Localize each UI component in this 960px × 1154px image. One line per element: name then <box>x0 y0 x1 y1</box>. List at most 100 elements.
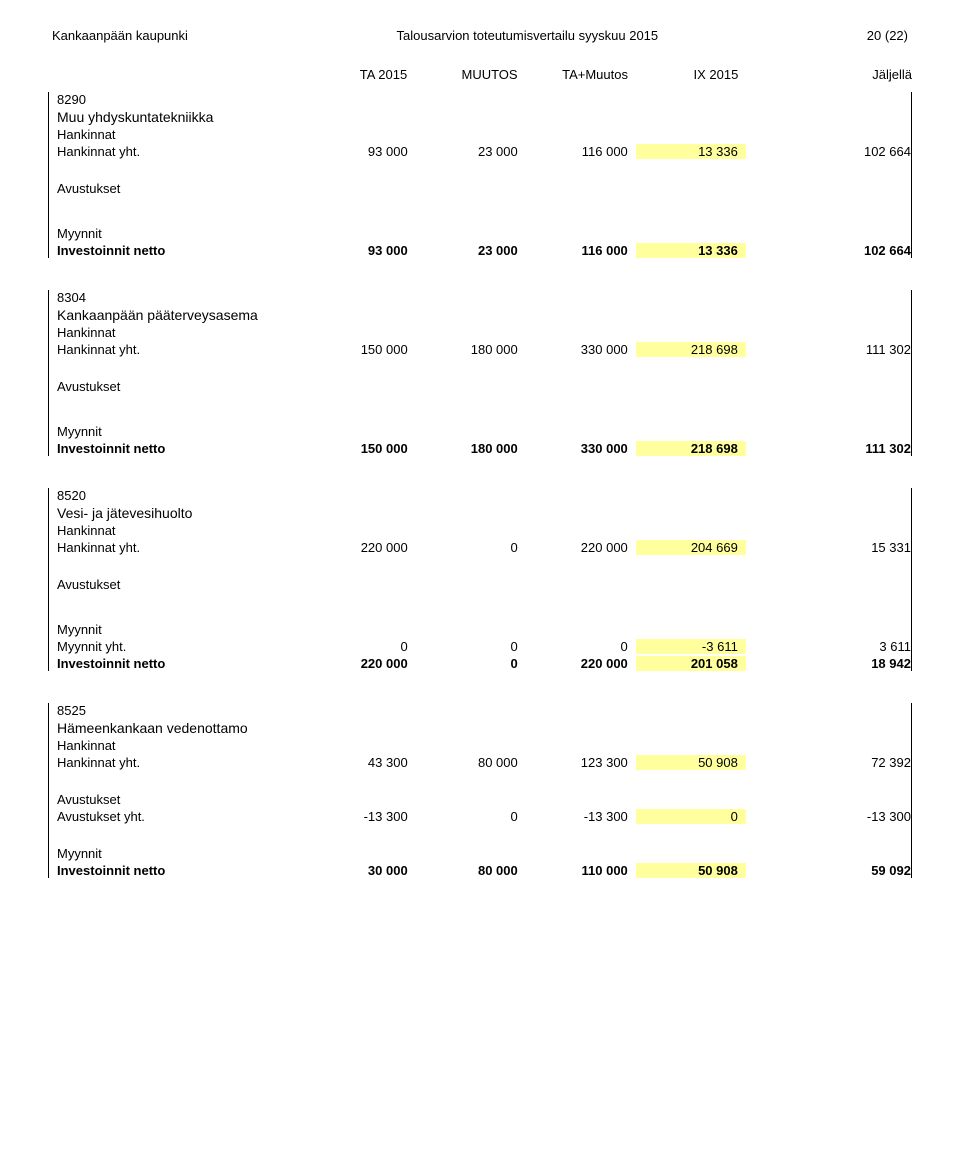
hankinnat-yht-row: Hankinnat yht. 43 300 80 000 123 300 50 … <box>57 755 911 770</box>
cell: 116 000 <box>526 243 636 258</box>
cell: 43 300 <box>306 755 416 770</box>
col-jaljella: Jäljellä <box>793 67 912 82</box>
cell: 0 <box>416 540 526 555</box>
cell-highlight: 204 669 <box>636 540 746 555</box>
cell: 80 000 <box>416 755 526 770</box>
cell: 102 664 <box>792 144 911 159</box>
cell: 220 000 <box>306 656 416 671</box>
netto-label: Investoinnit netto <box>57 656 306 671</box>
col-muutos: MUUTOS <box>415 67 525 82</box>
cell: 80 000 <box>416 863 526 878</box>
hankinnat-label: Hankinnat <box>57 738 911 753</box>
hankinnat-yht-row: Hankinnat yht. 93 000 23 000 116 000 13 … <box>57 144 911 159</box>
header-right: 20 (22) <box>867 28 908 43</box>
hankinnat-yht-row: Hankinnat yht. 150 000 180 000 330 000 2… <box>57 342 911 357</box>
cell: 110 000 <box>526 863 636 878</box>
avustukset-yht-row: Avustukset yht. -13 300 0 -13 300 0 -13 … <box>57 809 911 824</box>
cell-highlight: -3 611 <box>636 639 746 654</box>
netto-row: Investoinnit netto 30 000 80 000 110 000… <box>57 863 911 878</box>
col-tamuutos: TA+Muutos <box>526 67 636 82</box>
header-center: Talousarvion toteutumisvertailu syyskuu … <box>397 28 659 43</box>
cell: -13 300 <box>792 809 911 824</box>
section-code: 8520 <box>57 488 911 503</box>
netto-label: Investoinnit netto <box>57 441 306 456</box>
cell: 0 <box>526 639 636 654</box>
cell: 111 302 <box>792 441 911 456</box>
hankinnat-label: Hankinnat <box>57 523 911 538</box>
cell: 220 000 <box>526 540 636 555</box>
cell: 23 000 <box>416 144 526 159</box>
cell: 102 664 <box>792 243 911 258</box>
col-ix2015: IX 2015 <box>636 67 746 82</box>
cell: 180 000 <box>416 441 526 456</box>
cell: 220 000 <box>306 540 416 555</box>
hankinnat-yht-label: Hankinnat yht. <box>57 144 306 159</box>
section-8520: 8520 Vesi- ja jätevesihuolto Hankinnat H… <box>48 488 912 671</box>
col-ta2015: TA 2015 <box>305 67 415 82</box>
section-title: Vesi- ja jätevesihuolto <box>57 505 911 521</box>
cell: 180 000 <box>416 342 526 357</box>
section-title: Hämeenkankaan vedenottamo <box>57 720 911 736</box>
myynnit-label: Myynnit <box>57 226 911 241</box>
hankinnat-yht-label: Hankinnat yht. <box>57 540 306 555</box>
avustukset-label: Avustukset <box>57 577 911 592</box>
cell-highlight: 50 908 <box>636 755 746 770</box>
hankinnat-label: Hankinnat <box>57 325 911 340</box>
cell: 0 <box>416 639 526 654</box>
section-8304: 8304 Kankaanpään pääterveysasema Hankinn… <box>48 290 912 456</box>
cell: 18 942 <box>792 656 911 671</box>
myynnit-yht-row: Myynnit yht. 0 0 0 -3 611 3 611 <box>57 639 911 654</box>
cell: 330 000 <box>526 441 636 456</box>
myynnit-label: Myynnit <box>57 424 911 439</box>
cell: -13 300 <box>306 809 416 824</box>
cell: 23 000 <box>416 243 526 258</box>
cell-highlight: 50 908 <box>636 863 746 878</box>
avustukset-label: Avustukset <box>57 792 911 807</box>
hankinnat-yht-label: Hankinnat yht. <box>57 342 306 357</box>
document-header: Kankaanpään kaupunki Talousarvion toteut… <box>48 28 912 43</box>
cell-highlight: 0 <box>636 809 746 824</box>
cell: 59 092 <box>792 863 911 878</box>
avustukset-label: Avustukset <box>57 379 911 394</box>
cell: 111 302 <box>792 342 911 357</box>
cell: 3 611 <box>792 639 911 654</box>
myynnit-yht-label: Myynnit yht. <box>57 639 306 654</box>
section-title: Muu yhdyskuntatekniikka <box>57 109 911 125</box>
cell: 72 392 <box>792 755 911 770</box>
cell-highlight: 13 336 <box>636 243 746 258</box>
avustukset-label: Avustukset <box>57 181 911 196</box>
section-8290: 8290 Muu yhdyskuntatekniikka Hankinnat H… <box>48 92 912 258</box>
hankinnat-yht-label: Hankinnat yht. <box>57 755 306 770</box>
netto-row: Investoinnit netto 93 000 23 000 116 000… <box>57 243 911 258</box>
cell: 0 <box>306 639 416 654</box>
cell: 123 300 <box>526 755 636 770</box>
netto-row: Investoinnit netto 220 000 0 220 000 201… <box>57 656 911 671</box>
myynnit-label: Myynnit <box>57 846 911 861</box>
cell: 330 000 <box>526 342 636 357</box>
netto-label: Investoinnit netto <box>57 243 306 258</box>
netto-row: Investoinnit netto 150 000 180 000 330 0… <box>57 441 911 456</box>
cell: 116 000 <box>526 144 636 159</box>
cell: 30 000 <box>306 863 416 878</box>
cell: 220 000 <box>526 656 636 671</box>
avustukset-yht-label: Avustukset yht. <box>57 809 306 824</box>
cell: 0 <box>416 656 526 671</box>
column-headers: TA 2015 MUUTOS TA+Muutos IX 2015 Jäljell… <box>48 67 912 82</box>
section-code: 8290 <box>57 92 911 107</box>
cell-highlight: 218 698 <box>636 342 746 357</box>
section-8525: 8525 Hämeenkankaan vedenottamo Hankinnat… <box>48 703 912 878</box>
section-code: 8304 <box>57 290 911 305</box>
cell: -13 300 <box>526 809 636 824</box>
section-title: Kankaanpään pääterveysasema <box>57 307 911 323</box>
cell: 15 331 <box>792 540 911 555</box>
cell: 0 <box>416 809 526 824</box>
cell: 93 000 <box>306 243 416 258</box>
myynnit-label: Myynnit <box>57 622 911 637</box>
cell-highlight: 201 058 <box>636 656 746 671</box>
section-code: 8525 <box>57 703 911 718</box>
cell: 93 000 <box>306 144 416 159</box>
header-left: Kankaanpään kaupunki <box>52 28 188 43</box>
cell: 150 000 <box>306 441 416 456</box>
cell-highlight: 218 698 <box>636 441 746 456</box>
cell: 150 000 <box>306 342 416 357</box>
